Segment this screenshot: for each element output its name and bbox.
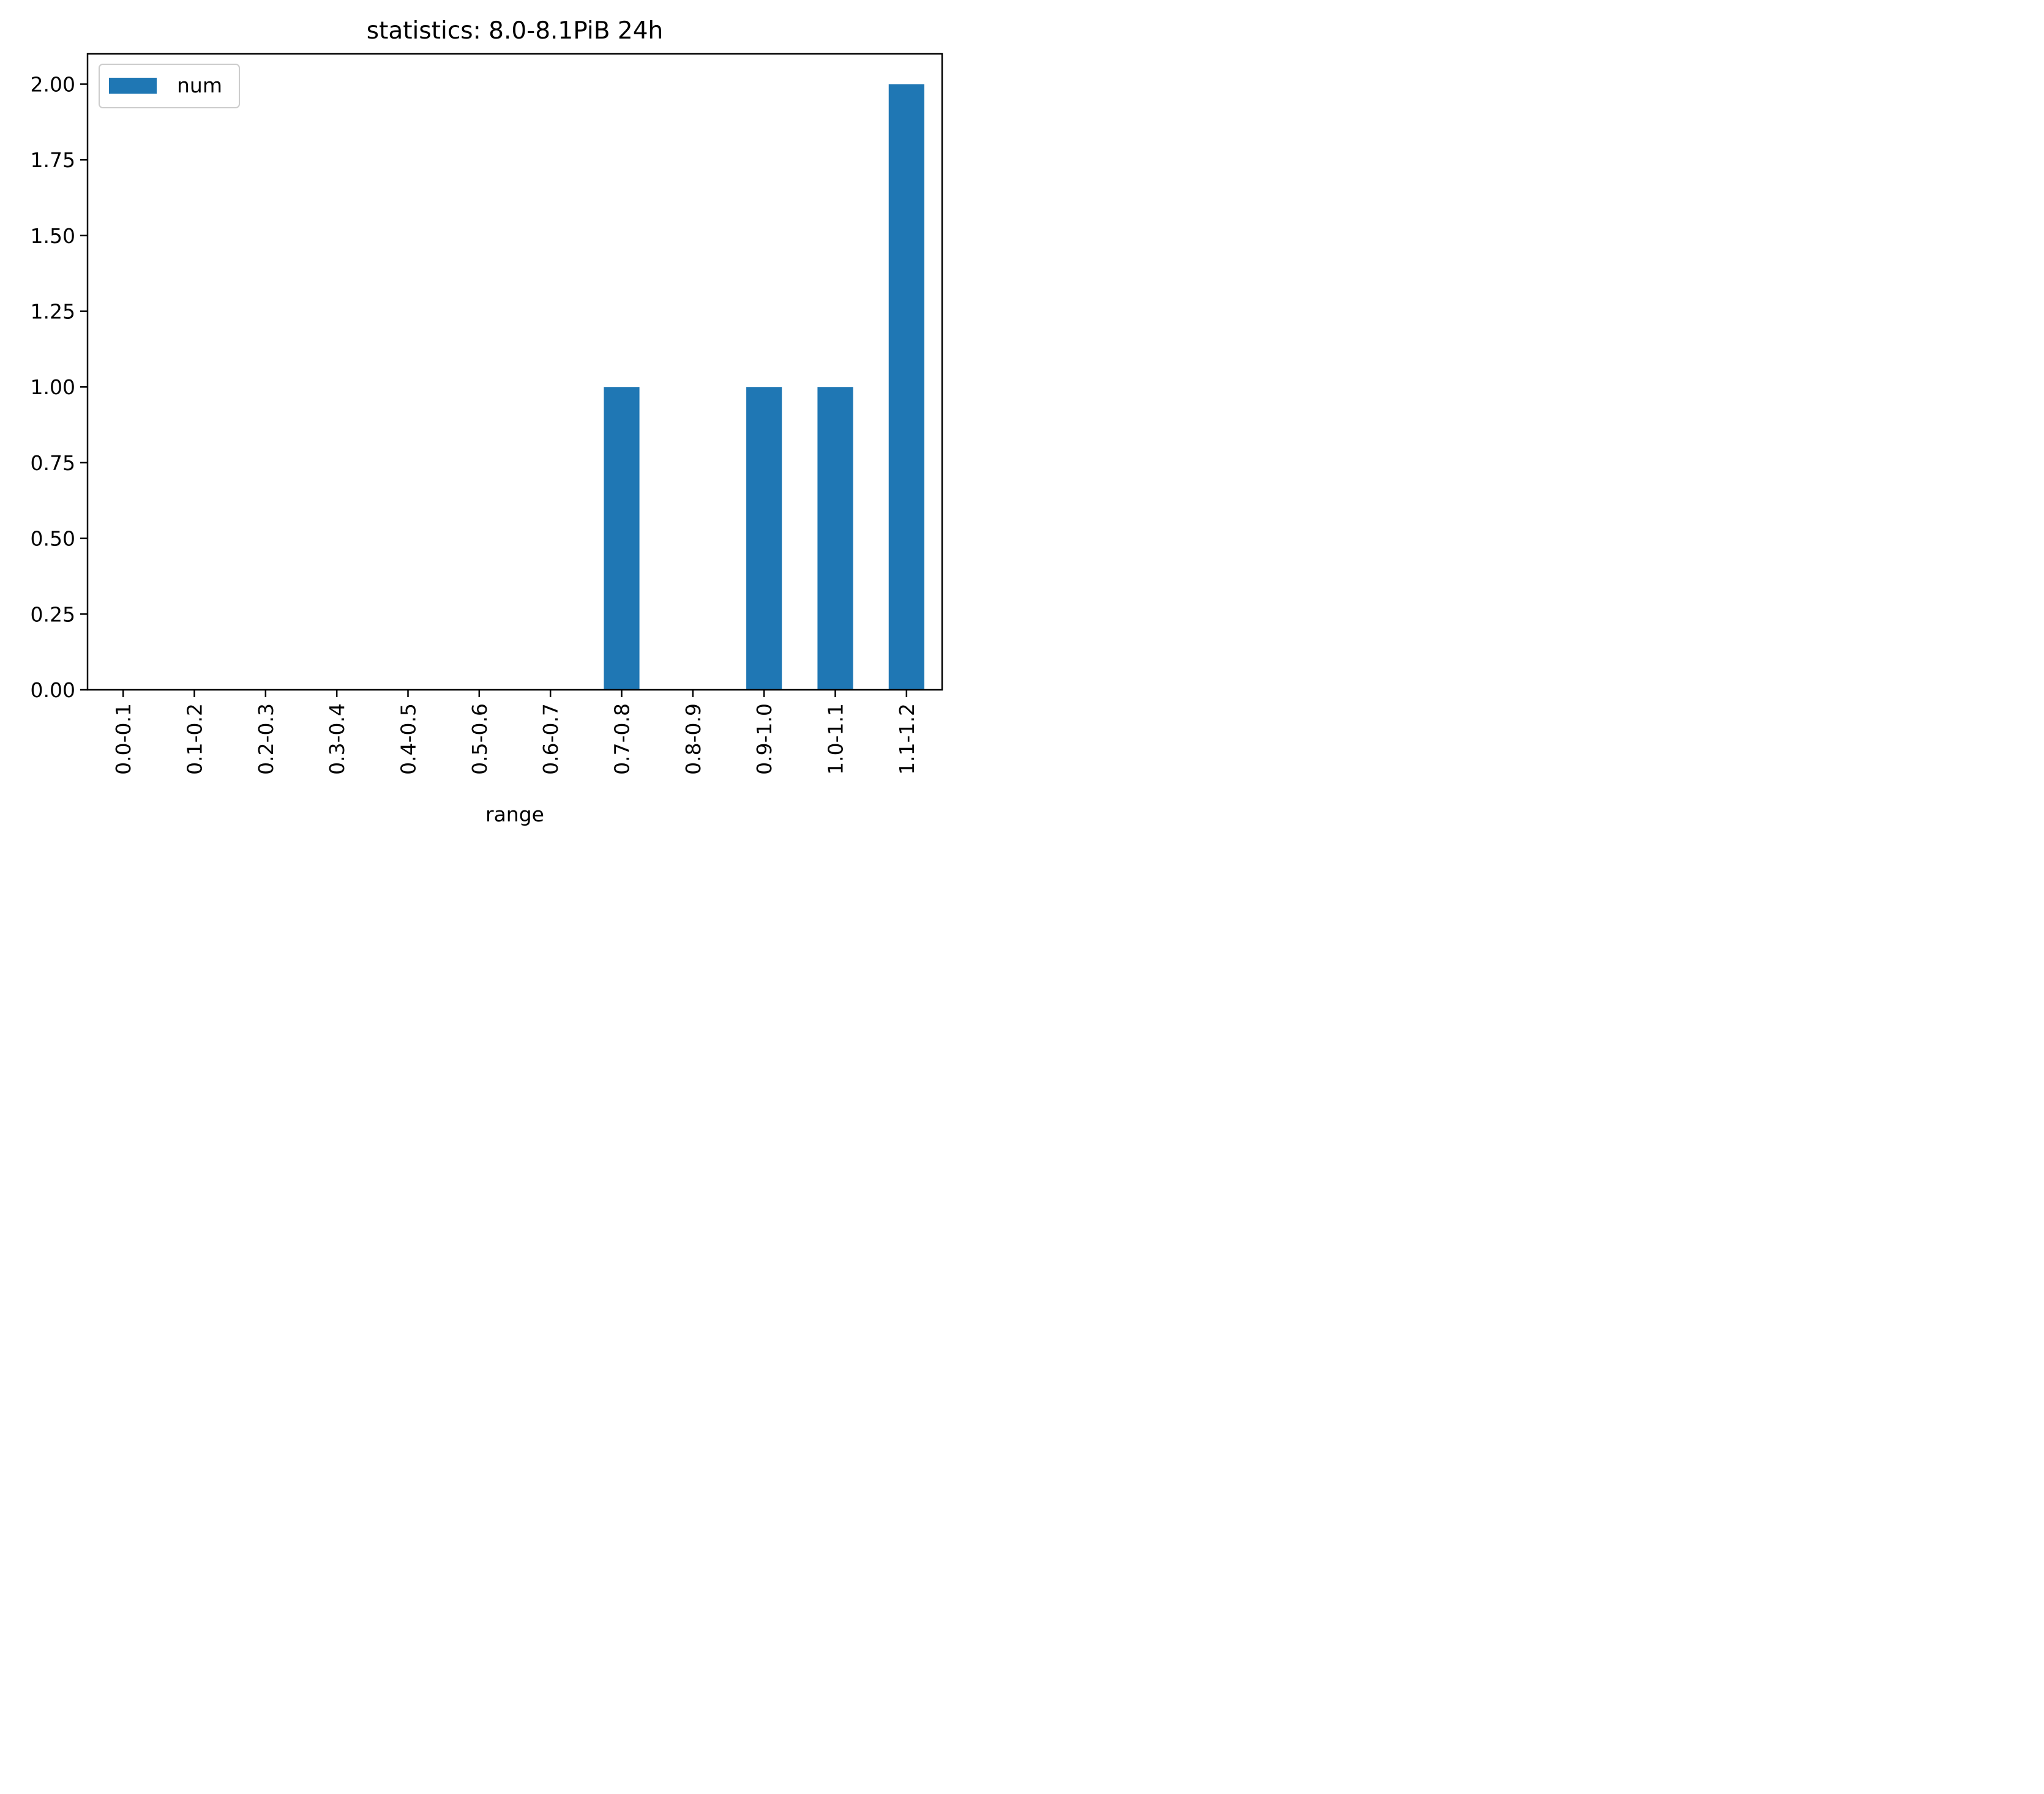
- x-tick-label: 1.0-1.1: [824, 703, 848, 775]
- chart-title: statistics: 8.0-8.1PiB 24h: [367, 17, 664, 45]
- x-tick-label: 0.2-0.3: [254, 703, 278, 775]
- x-tick-label: 1.1-1.2: [895, 703, 919, 775]
- x-tick-label: 0.7-0.8: [610, 703, 634, 775]
- legend-frame: [99, 64, 240, 108]
- x-tick-label: 0.4-0.5: [397, 703, 421, 775]
- y-tick-label: 0.00: [31, 678, 75, 702]
- y-tick-label: 1.00: [31, 375, 75, 399]
- plot-frame: [86, 53, 943, 691]
- y-tick-label: 1.75: [31, 148, 75, 172]
- x-tick-label: 0.3-0.4: [325, 703, 349, 775]
- y-tick-label: 1.50: [31, 224, 75, 248]
- y-tick-label: 0.75: [31, 451, 75, 475]
- x-tick-label: 0.8-0.9: [681, 703, 705, 775]
- x-tick-label: 0.9-1.0: [752, 703, 776, 775]
- bar-1.1-1.2: [888, 84, 924, 690]
- y-tick-label: 2.00: [31, 72, 75, 96]
- x-axis-label: range: [485, 802, 544, 826]
- bar-1.0-1.1: [817, 387, 853, 690]
- legend-label: num: [177, 73, 222, 97]
- legend-swatch: [109, 78, 157, 94]
- x-tick-label: 0.1-0.2: [183, 703, 207, 775]
- x-tick-label: 0.0-0.1: [111, 703, 135, 775]
- y-axis: 0.00 0.25 0.50 0.75 1.00 1.25 1.50 1.75 2.00: [31, 72, 88, 702]
- chart-container: statistics: 8.0-8.1PiB 24h 0.00 0.25 0.50 0…: [0, 0, 957, 843]
- legend: num: [99, 64, 240, 108]
- plot-area: [604, 84, 924, 690]
- x-axis: 0.0-0.1 0.1-0.2 0.2-0.3 0.3-0.4 0.4-0.5 0.5-0…: [111, 690, 919, 775]
- x-tick-label: 0.5-0.6: [468, 703, 492, 775]
- bar-chart: statistics: 8.0-8.1PiB 24h 0.000.250.500…: [0, 0, 957, 843]
- y-tick-label: 1.25: [31, 300, 75, 324]
- y-tick-label: 0.25: [31, 602, 75, 626]
- figure-background: [0, 0, 957, 843]
- bar-0.7-0.8: [604, 387, 640, 690]
- bar-0.9-1.0: [746, 387, 782, 690]
- x-tick-label: 0.6-0.7: [539, 703, 563, 775]
- y-tick-label: 0.50: [31, 527, 75, 551]
